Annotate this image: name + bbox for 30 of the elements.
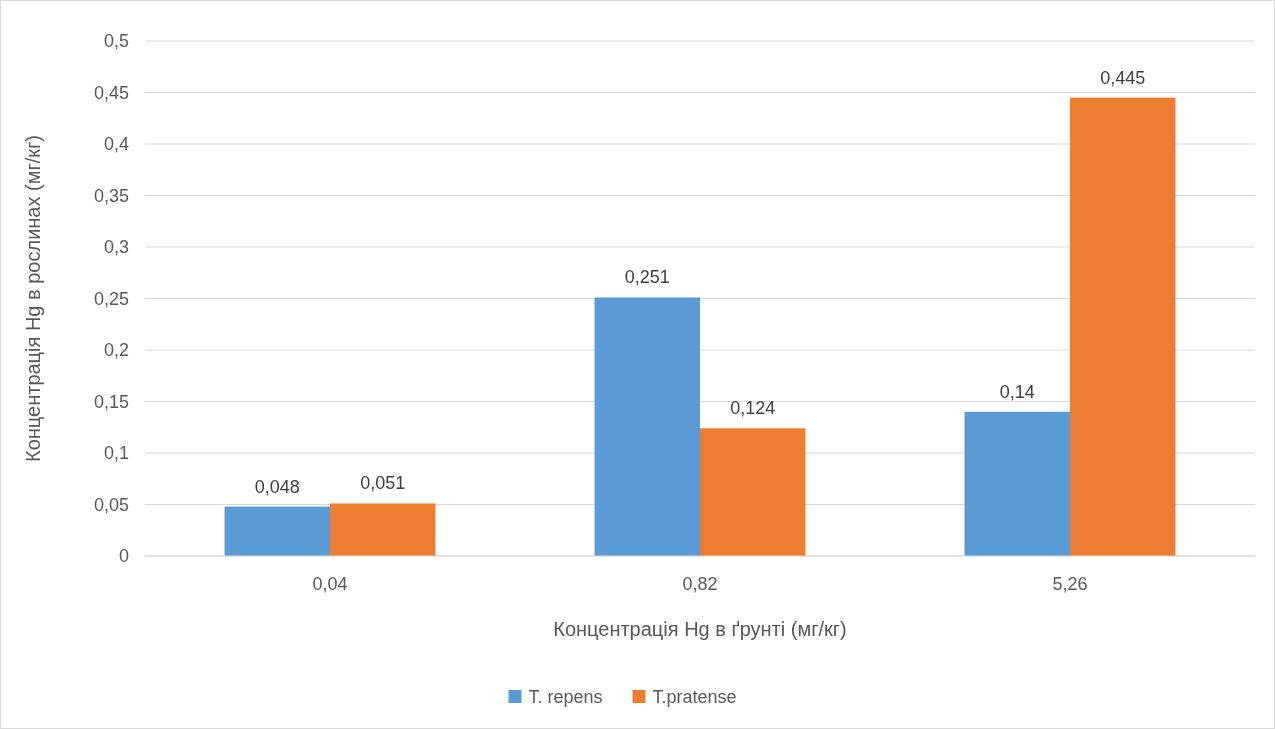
y-tick-label: 0,5 — [103, 31, 129, 52]
y-tick-label: 0,05 — [93, 494, 129, 515]
bar — [964, 411, 1070, 556]
y-tick-label: 0,15 — [93, 391, 129, 412]
x-axis-title: Концентрація Hg в ґрунті (мг/кг) — [553, 618, 847, 640]
data-label: 0,14 — [999, 381, 1035, 402]
y-tick-label: 0,35 — [93, 185, 129, 206]
y-tick-label: 0,3 — [103, 237, 129, 258]
bar — [700, 428, 806, 556]
data-label: 0,251 — [624, 267, 670, 288]
bar — [1070, 97, 1176, 556]
legend-label: T.pratense — [652, 687, 737, 708]
bar — [330, 503, 436, 556]
data-label: 0,048 — [254, 476, 300, 497]
y-tick-label: 0,45 — [93, 82, 129, 103]
y-axis-title: Концентрація Hg в рослинах (мг/кг) — [22, 135, 44, 462]
y-tick-label: 0,4 — [103, 134, 129, 155]
x-tick-label: 0,82 — [682, 574, 718, 594]
legend-label: T. repens — [528, 687, 603, 708]
data-label: 0,445 — [1100, 67, 1146, 88]
y-tick-label: 0,1 — [103, 443, 129, 464]
data-label: 0,051 — [360, 473, 406, 494]
x-tick-label: 5,26 — [1052, 574, 1088, 594]
y-tick-label: 0,2 — [103, 340, 129, 361]
bar — [594, 297, 700, 556]
y-tick-label: 0,25 — [93, 288, 129, 309]
y-tick-label: 0 — [118, 546, 129, 567]
data-label: 0,124 — [730, 398, 776, 419]
x-tick-label: 0,04 — [312, 574, 348, 594]
bar — [224, 506, 330, 556]
